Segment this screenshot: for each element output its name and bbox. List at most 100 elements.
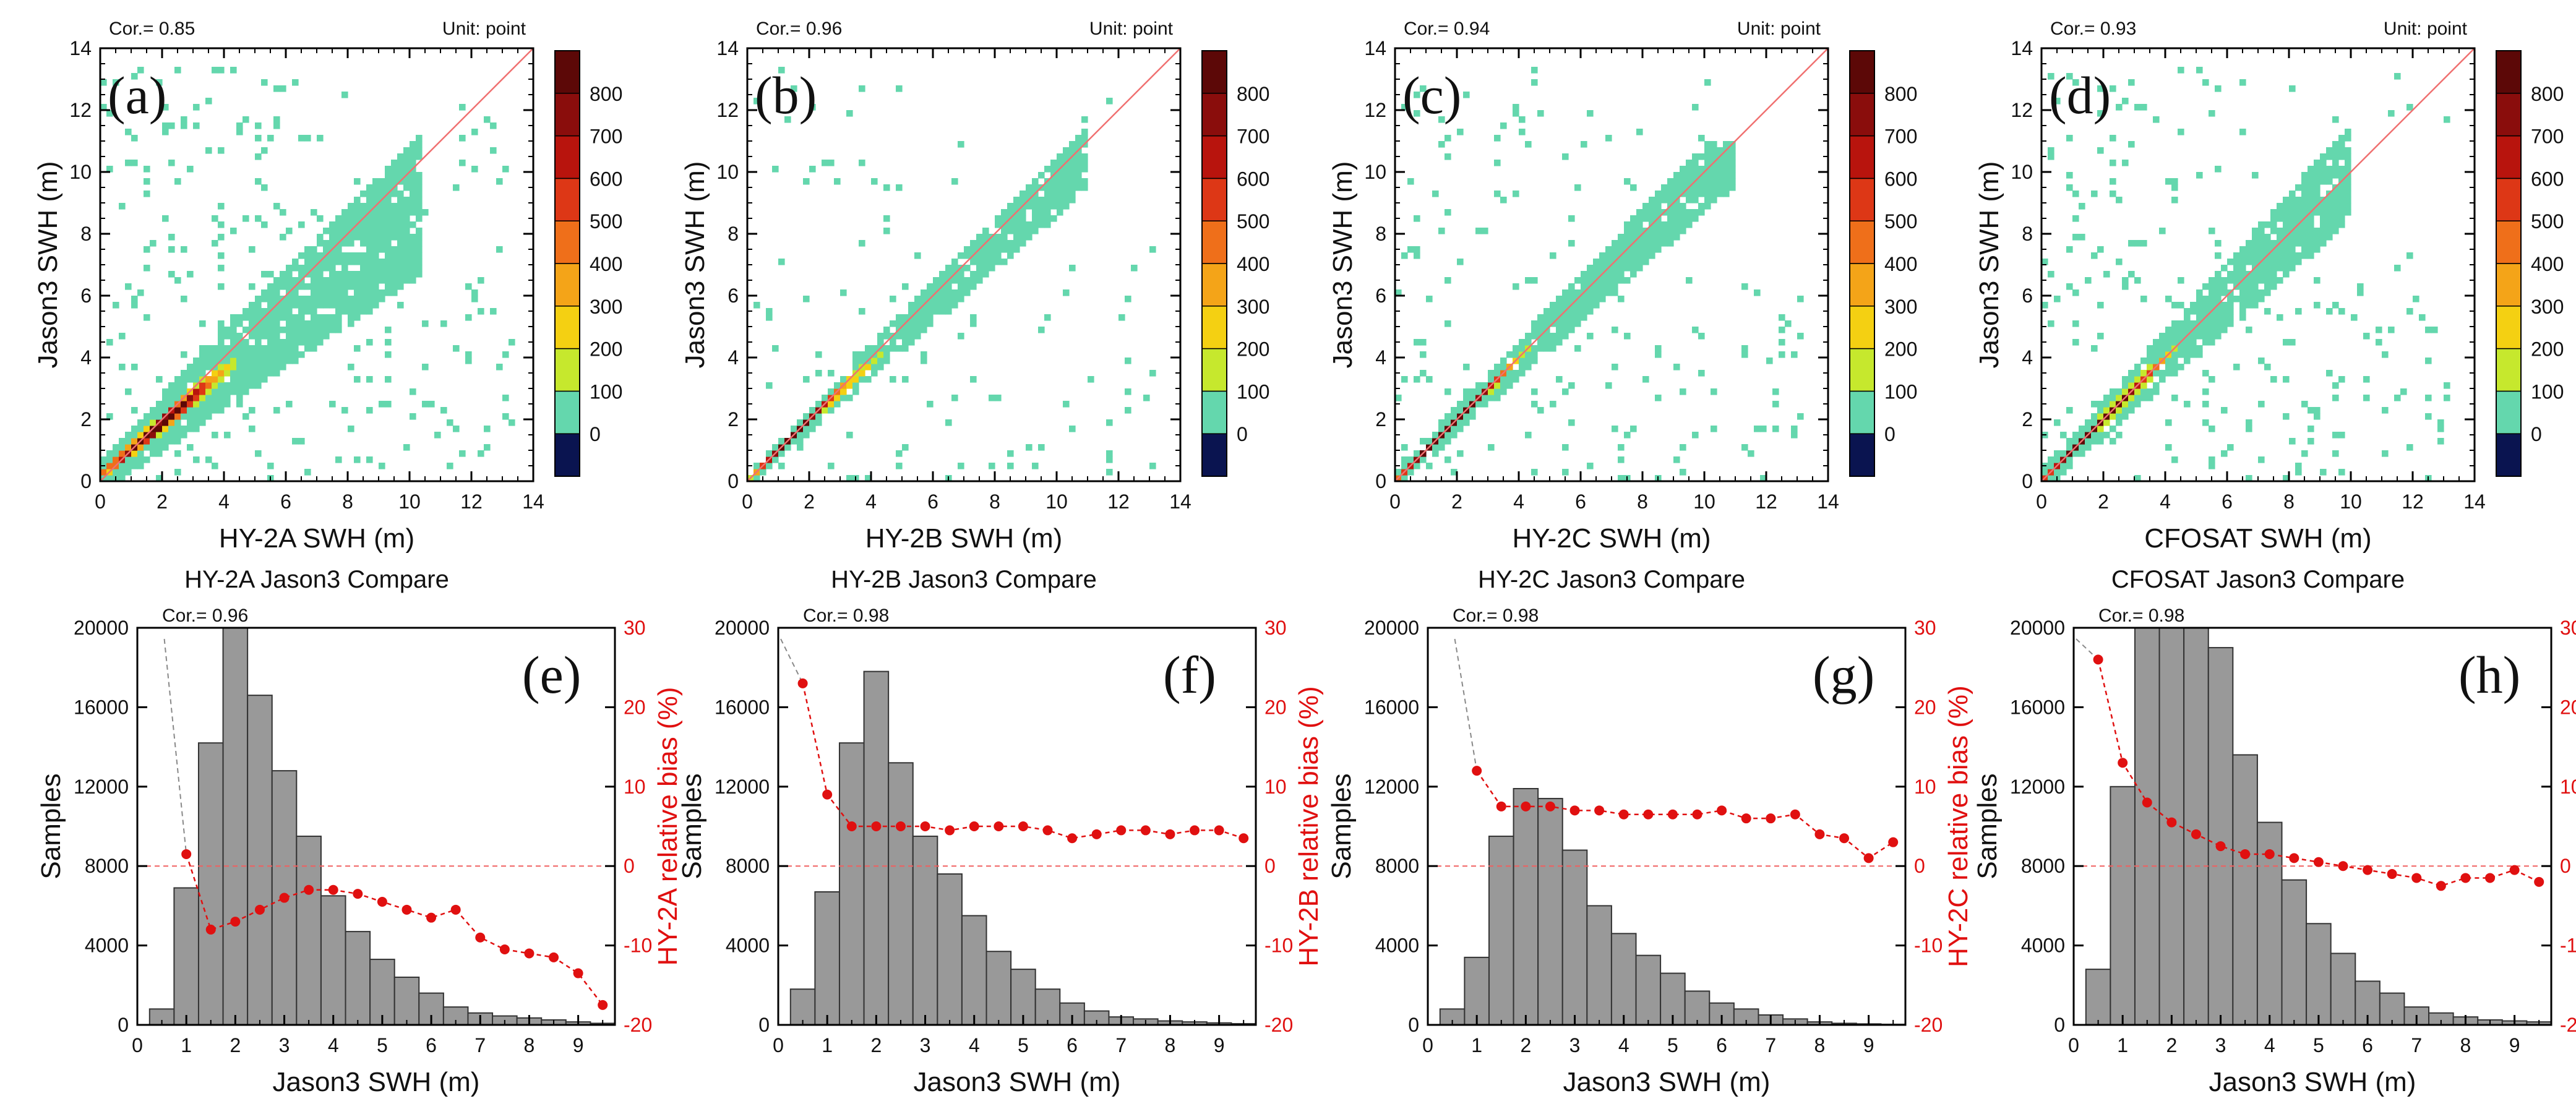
density-cell — [1673, 184, 1680, 191]
density-cell — [261, 320, 268, 327]
bias-point — [573, 968, 583, 978]
density-cell — [298, 339, 305, 346]
histogram-bar — [912, 836, 938, 1026]
density-cell — [2308, 191, 2314, 197]
density-cell — [2246, 302, 2252, 309]
density-cell — [385, 166, 392, 173]
density-cell — [2437, 426, 2444, 432]
density-cell — [1680, 388, 1686, 395]
density-cell — [181, 413, 187, 420]
density-cell — [385, 240, 392, 247]
density-cell — [1044, 314, 1051, 321]
density-cell — [372, 178, 379, 185]
density-cell — [772, 456, 779, 463]
density-cell — [1537, 327, 1544, 333]
density-cell — [2221, 302, 2228, 309]
density-cell — [391, 283, 398, 290]
density-cell — [2326, 147, 2333, 154]
y-tick-label: 16000 — [74, 696, 129, 718]
density-cell — [385, 327, 392, 333]
density-cell — [1531, 469, 1538, 476]
y2-tick-label: 20 — [624, 696, 646, 718]
y-tick-label: 0 — [728, 470, 739, 492]
density-cell — [416, 240, 423, 247]
density-cell — [2270, 283, 2277, 290]
density-cell — [1537, 339, 1544, 346]
density-cell — [1149, 463, 1156, 469]
density-cell — [385, 376, 392, 383]
density-cell — [144, 456, 150, 463]
density-cell — [255, 302, 262, 309]
density-cell — [2209, 283, 2215, 290]
density-cell — [236, 333, 243, 340]
density-cell — [2171, 339, 2178, 346]
density-cell — [2283, 246, 2290, 253]
density-cell — [1044, 203, 1051, 210]
density-cell — [372, 302, 379, 309]
density-cell — [261, 79, 268, 86]
density-cell — [156, 79, 163, 86]
density-cell — [1556, 308, 1563, 315]
density-cell — [1407, 469, 1414, 476]
density-cell — [921, 327, 927, 333]
density-cell — [162, 432, 169, 439]
density-cell — [205, 407, 212, 414]
density-cell — [927, 302, 934, 309]
density-cell — [181, 116, 187, 123]
density-cell — [2338, 172, 2345, 179]
density-cell — [360, 289, 367, 296]
density-cell — [2184, 358, 2191, 364]
density-cell — [1543, 308, 1550, 315]
density-cell — [1463, 419, 1470, 426]
density-cell — [249, 333, 255, 340]
density-cell — [113, 450, 119, 457]
density-cell — [144, 413, 150, 420]
density-cell — [403, 209, 410, 216]
x-tick-label: 4 — [865, 490, 877, 513]
density-cell — [410, 413, 416, 420]
density-cell — [317, 283, 324, 290]
density-cell — [280, 234, 286, 241]
histogram-bar — [369, 959, 395, 1026]
density-cell — [181, 426, 187, 432]
density-cell — [1438, 444, 1445, 451]
density-cell — [2246, 252, 2252, 259]
density-cell — [1038, 215, 1045, 222]
density-cell — [1395, 289, 1402, 296]
density-cell — [385, 339, 392, 346]
density-cell — [1667, 197, 1674, 203]
density-cell — [1568, 382, 1575, 389]
x-axis-title: HY-2C SWH (m) — [1512, 523, 1711, 554]
y-tick-label: 2 — [1375, 408, 1386, 430]
x-tick-label: 4 — [218, 490, 230, 513]
density-cell — [1531, 333, 1538, 340]
density-cell — [2270, 221, 2277, 228]
density-cell — [1531, 345, 1538, 352]
density-cell — [1026, 221, 1033, 228]
density-cell — [459, 135, 466, 142]
density-cell — [2308, 234, 2314, 241]
density-cell — [2221, 289, 2228, 296]
density-cell — [341, 289, 348, 296]
density-cell — [1007, 246, 1014, 253]
density-cell — [1655, 197, 1662, 203]
x-tick-label: 8 — [342, 490, 353, 513]
density-cell — [2171, 333, 2178, 340]
density-cell — [2171, 197, 2178, 203]
density-cell — [1469, 413, 1476, 420]
density-cell — [2258, 228, 2265, 234]
density-cell — [2190, 302, 2197, 309]
density-cell — [113, 456, 119, 463]
density-cell — [2332, 203, 2339, 210]
density-cell — [1581, 277, 1587, 284]
density-cell — [2277, 252, 2283, 259]
bias-point — [895, 821, 906, 831]
bias-point — [1863, 853, 1874, 863]
density-cell — [174, 178, 181, 185]
density-cell — [2066, 73, 2073, 80]
density-cell — [137, 289, 144, 296]
density-cell — [366, 407, 373, 414]
y2-tick-label: 10 — [1264, 776, 1287, 798]
density-cell — [2413, 296, 2419, 302]
density-cell — [871, 178, 878, 185]
